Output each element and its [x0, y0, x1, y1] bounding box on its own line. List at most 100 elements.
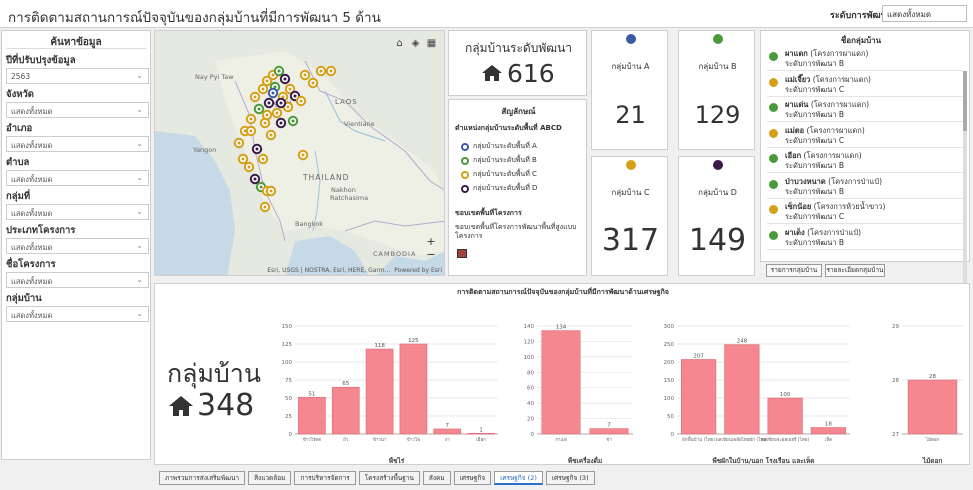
village-name: ผาแด่น	[785, 100, 809, 109]
filter-select[interactable]: แสดงทั้งหมด ⌄	[6, 272, 149, 288]
y-tick-label: 40	[527, 401, 534, 407]
legend-item-label: กลุ่มบ้านระดับพื้นที่ A	[473, 142, 537, 150]
legend-boundary-title: ขอบเขตพื้นที่โครงการ	[455, 209, 522, 217]
y-tick-label: 0	[289, 432, 293, 438]
tab-1[interactable]: สิ่งแวดล้อม	[248, 471, 292, 485]
village-count-value: 348	[197, 388, 255, 423]
village-list-scrollbar[interactable]	[963, 71, 967, 291]
y-tick-label: 100	[524, 355, 535, 361]
village-name-line: ผาแดก (โครงการผาแดก)	[785, 48, 868, 60]
tab-2[interactable]: การบริหารจัดการ	[294, 471, 356, 485]
boundary-swatch	[457, 249, 467, 258]
y-tick-label: 0	[671, 432, 675, 438]
page-title: การติดตามสถานการณ์ปัจจุบันของกลุ่มบ้านที…	[8, 10, 381, 26]
filter-label: ปีที่ปรับปรุงข้อมูล	[6, 55, 76, 66]
village-marker	[257, 153, 269, 165]
house-marker-icon	[769, 205, 778, 214]
y-tick-label: 29	[892, 324, 899, 330]
filter-value: แสดงทั้งหมด	[11, 141, 53, 150]
filter-label: ประเภทโครงการ	[6, 225, 76, 236]
chevron-down-icon: ⌄	[136, 139, 143, 148]
stat-label: กลุ่มบ้าน A	[611, 62, 650, 71]
village-marker	[307, 77, 319, 89]
village-item[interactable]: เอือก (โครงการผาแดก) ระดับการพัฒนา B	[767, 149, 963, 173]
map-powered-by: Powered by Esri	[394, 267, 442, 274]
village-marker	[273, 65, 285, 77]
layers-icon[interactable]: ◈	[411, 38, 420, 49]
category-label: งา	[445, 438, 450, 443]
village-project: (โครงการป่าแป๋)	[828, 176, 883, 186]
village-project: (โครงการผาแดก)	[812, 74, 871, 84]
filter-select[interactable]: แสดงทั้งหมด ⌄	[6, 204, 149, 220]
stat-card: กลุ่มบ้าน C 317	[591, 156, 668, 276]
bar	[433, 428, 462, 435]
house-marker-icon	[769, 230, 778, 240]
bar	[541, 330, 581, 435]
grid-icon[interactable]: ▦	[426, 38, 437, 49]
level-filter-value: แสดงทั้งหมด	[887, 10, 932, 19]
village-marker	[271, 107, 283, 119]
filter-select[interactable]: แสดงทั้งหมด ⌄	[6, 238, 149, 254]
filter-select[interactable]: แสดงทั้งหมด ⌄	[6, 102, 149, 118]
zoom-in-button[interactable]: +	[426, 235, 436, 248]
house-marker-icon	[769, 179, 778, 189]
level-filter-select[interactable]: แสดงทั้งหมด	[882, 5, 967, 22]
category-label: เผือก	[476, 436, 486, 443]
tab-4[interactable]: สังคม	[422, 471, 451, 485]
chevron-down-icon: ⌄	[136, 275, 143, 284]
filter-select[interactable]: แสดงทั้งหมด ⌄	[6, 170, 149, 186]
category-label: ข้าวโพ	[407, 436, 421, 443]
village-item[interactable]: เซ็กน้อย (โครงการห้วยน้ำขาว) ระดับการพัฒน…	[767, 200, 963, 224]
filter-select[interactable]: 2563 ⌄	[6, 68, 149, 84]
tab-0[interactable]: ภาพรวมการส่งเสริมพัฒนา	[159, 471, 246, 485]
sidebar-title: ค้นหาข้อมูล	[6, 31, 146, 49]
tab-7[interactable]: เศรษฐกิจ (3)	[545, 471, 595, 485]
chevron-down-icon: ⌄	[136, 241, 143, 250]
legend-item-label: กลุ่มบ้านระดับพื้นที่ C	[473, 170, 537, 178]
village-marker	[233, 137, 245, 149]
category-label: ผลเขียนเพลียไทยผัก (ไทย)	[716, 437, 768, 443]
map-basemap	[155, 31, 444, 275]
chevron-down-icon: ⌄	[136, 173, 143, 182]
village-list-button[interactable]: รายการกลุ่มบ้าน	[766, 264, 822, 277]
filter-select[interactable]: แสดงทั้งหมด ⌄	[6, 306, 149, 322]
house-marker-icon	[626, 160, 636, 170]
village-list-scroll-thumb[interactable]	[963, 71, 967, 131]
zoom-out-button[interactable]: −	[426, 248, 436, 261]
filter-label: กลุ่มบ้าน	[6, 293, 42, 304]
tab-5[interactable]: เศรษฐกิจ	[453, 471, 492, 485]
house-marker-icon	[769, 52, 778, 61]
village-detail-button[interactable]: รายละเอียดกลุ่มบ้าน	[825, 264, 885, 277]
village-item[interactable]: ผาแดก (โครงการผาแดก) ระดับการพัฒนา B	[767, 47, 963, 71]
marker-icon	[461, 184, 469, 193]
village-marker	[315, 65, 327, 77]
village-name-line: ผาแด่น (โครงการผาแดก)	[785, 99, 869, 111]
village-item[interactable]: ป่าบวงหนาด (โครงการป่าแป๋) ระดับการพัฒนา …	[767, 175, 963, 199]
village-item[interactable]: ผาแด่น (โครงการผาแดก) ระดับการพัฒนา B	[767, 98, 963, 122]
tab-3[interactable]: โครงสร้างพื้นฐาน	[358, 471, 420, 485]
bar	[810, 427, 846, 435]
x-axis-label: พืชไร่	[389, 456, 405, 465]
legend-item: กลุ่มบ้านระดับพื้นที่ D	[461, 183, 537, 194]
village-marker	[251, 143, 263, 155]
village-marker	[261, 75, 273, 87]
bar	[399, 343, 428, 435]
bar	[467, 432, 495, 435]
village-item[interactable]: ผาเด็ง (โครงการป่าแป๋) ระดับการพัฒนา B	[767, 226, 963, 250]
tab-6[interactable]: เศรษฐกิจ (2)	[494, 471, 543, 485]
bar	[298, 396, 326, 435]
village-name: แม่ตอ	[785, 125, 805, 135]
filter-value: แสดงทั้งหมด	[11, 311, 53, 320]
filter-value: 2563	[11, 72, 31, 81]
village-item[interactable]: แม่ตอ (โครงการผาแดก) ระดับการพัฒนา C	[767, 124, 963, 148]
legend-subtitle: ตำแหน่งกลุ่มบ้านระดับพื้นที่ ABCD	[455, 124, 562, 132]
village-item[interactable]: แม่เจี๊ยว (โครงการผาแดก) ระดับการพัฒนา C	[767, 73, 963, 97]
home-icon[interactable]: ⌂	[396, 38, 403, 49]
y-tick-label: 80	[527, 370, 534, 376]
y-tick-label: 0	[531, 432, 535, 438]
filter-select[interactable]: แสดงทั้งหมด ⌄	[6, 136, 149, 152]
stat-value: 149	[688, 223, 747, 258]
map-view[interactable]: Nay Pyi Taw LAOS Vientiane Yangon THAILA…	[154, 30, 445, 276]
filter-label: ตำบล	[6, 157, 30, 168]
chevron-down-icon: ⌄	[136, 105, 143, 114]
